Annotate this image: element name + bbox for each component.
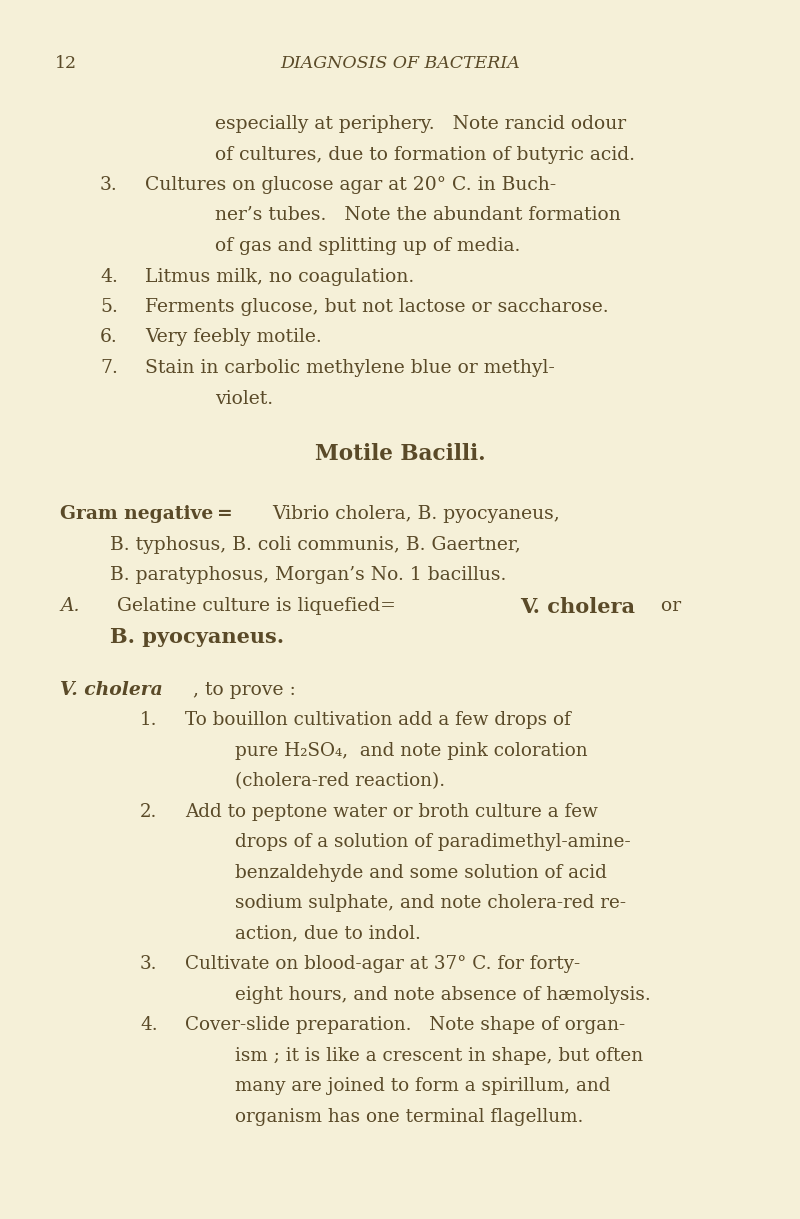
Text: especially at periphery.   Note rancid odour: especially at periphery. Note rancid odo…: [215, 115, 626, 133]
Text: 2.: 2.: [140, 803, 158, 820]
Text: benzaldehyde and some solution of acid: benzaldehyde and some solution of acid: [235, 864, 607, 881]
Text: Cultures on glucose agar at 20° C. in Buch-: Cultures on glucose agar at 20° C. in Bu…: [145, 176, 556, 194]
Text: violet.: violet.: [215, 390, 273, 407]
Text: Gelatine culture is liquefied=: Gelatine culture is liquefied=: [105, 597, 396, 614]
Text: organism has one terminal flagellum.: organism has one terminal flagellum.: [235, 1108, 583, 1126]
Text: many are joined to form a spirillum, and: many are joined to form a spirillum, and: [235, 1078, 610, 1096]
Text: 7.: 7.: [100, 360, 118, 377]
Text: 4.: 4.: [140, 1017, 158, 1034]
Text: or: or: [655, 597, 681, 614]
Text: Very feebly motile.: Very feebly motile.: [145, 328, 322, 346]
Text: action, due to indol.: action, due to indol.: [235, 925, 421, 942]
Text: pure H₂SO₄,  and note pink coloration: pure H₂SO₄, and note pink coloration: [235, 742, 588, 759]
Text: Litmus milk, no coagulation.: Litmus milk, no coagulation.: [145, 267, 414, 285]
Text: DIAGNOSIS OF BACTERIA: DIAGNOSIS OF BACTERIA: [280, 55, 520, 72]
Text: Ferments glucose, but not lactose or saccharose.: Ferments glucose, but not lactose or sac…: [145, 297, 609, 316]
Text: Vibrio cholera, B. pyocyaneus,: Vibrio cholera, B. pyocyaneus,: [272, 506, 560, 523]
Text: Stain in carbolic methylene blue or methyl-: Stain in carbolic methylene blue or meth…: [145, 360, 555, 377]
Text: Cover-slide preparation.   Note shape of organ-: Cover-slide preparation. Note shape of o…: [185, 1017, 625, 1034]
Text: 6.: 6.: [100, 328, 118, 346]
Text: ner’s tubes.   Note the abundant formation: ner’s tubes. Note the abundant formation: [215, 206, 621, 224]
Text: eight hours, and note absence of hæmolysis.: eight hours, and note absence of hæmolys…: [235, 986, 650, 1003]
Text: 4.: 4.: [100, 267, 118, 285]
Text: Add to peptone water or broth culture a few: Add to peptone water or broth culture a …: [185, 803, 598, 820]
Text: B. typhosus, B. coli communis, B. Gaertner,: B. typhosus, B. coli communis, B. Gaertn…: [110, 536, 521, 553]
Text: Motile Bacilli.: Motile Bacilli.: [314, 442, 486, 464]
Text: (cholera-red reaction).: (cholera-red reaction).: [235, 773, 445, 790]
Text: sodium sulphate, and note cholera-red re-: sodium sulphate, and note cholera-red re…: [235, 895, 626, 912]
Text: of cultures, due to formation of butyric acid.: of cultures, due to formation of butyric…: [215, 145, 635, 163]
Text: A.: A.: [60, 597, 79, 614]
Text: To bouillon cultivation add a few drops of: To bouillon cultivation add a few drops …: [185, 711, 570, 729]
Text: , to prove :: , to prove :: [193, 680, 296, 698]
Text: B. pyocyaneus.: B. pyocyaneus.: [110, 628, 284, 647]
Text: 3.: 3.: [140, 956, 158, 973]
Text: B. paratyphosus, Morgan’s No. 1 bacillus.: B. paratyphosus, Morgan’s No. 1 bacillus…: [110, 567, 506, 584]
Text: ism ; it is like a crescent in shape, but often: ism ; it is like a crescent in shape, bu…: [235, 1047, 643, 1064]
Text: 12: 12: [55, 55, 77, 72]
Text: 3.: 3.: [100, 176, 118, 194]
Text: Cultivate on blood-agar at 37° C. for forty-: Cultivate on blood-agar at 37° C. for fo…: [185, 956, 580, 973]
Text: drops of a solution of paradimethyl-amine-: drops of a solution of paradimethyl-amin…: [235, 834, 630, 851]
Text: 1.: 1.: [140, 711, 158, 729]
Text: V. cholera: V. cholera: [60, 680, 162, 698]
Text: V. cholera: V. cholera: [520, 597, 635, 617]
Text: Gram negative =: Gram negative =: [60, 506, 233, 523]
Text: 5.: 5.: [100, 297, 118, 316]
Text: of gas and splitting up of media.: of gas and splitting up of media.: [215, 236, 520, 255]
